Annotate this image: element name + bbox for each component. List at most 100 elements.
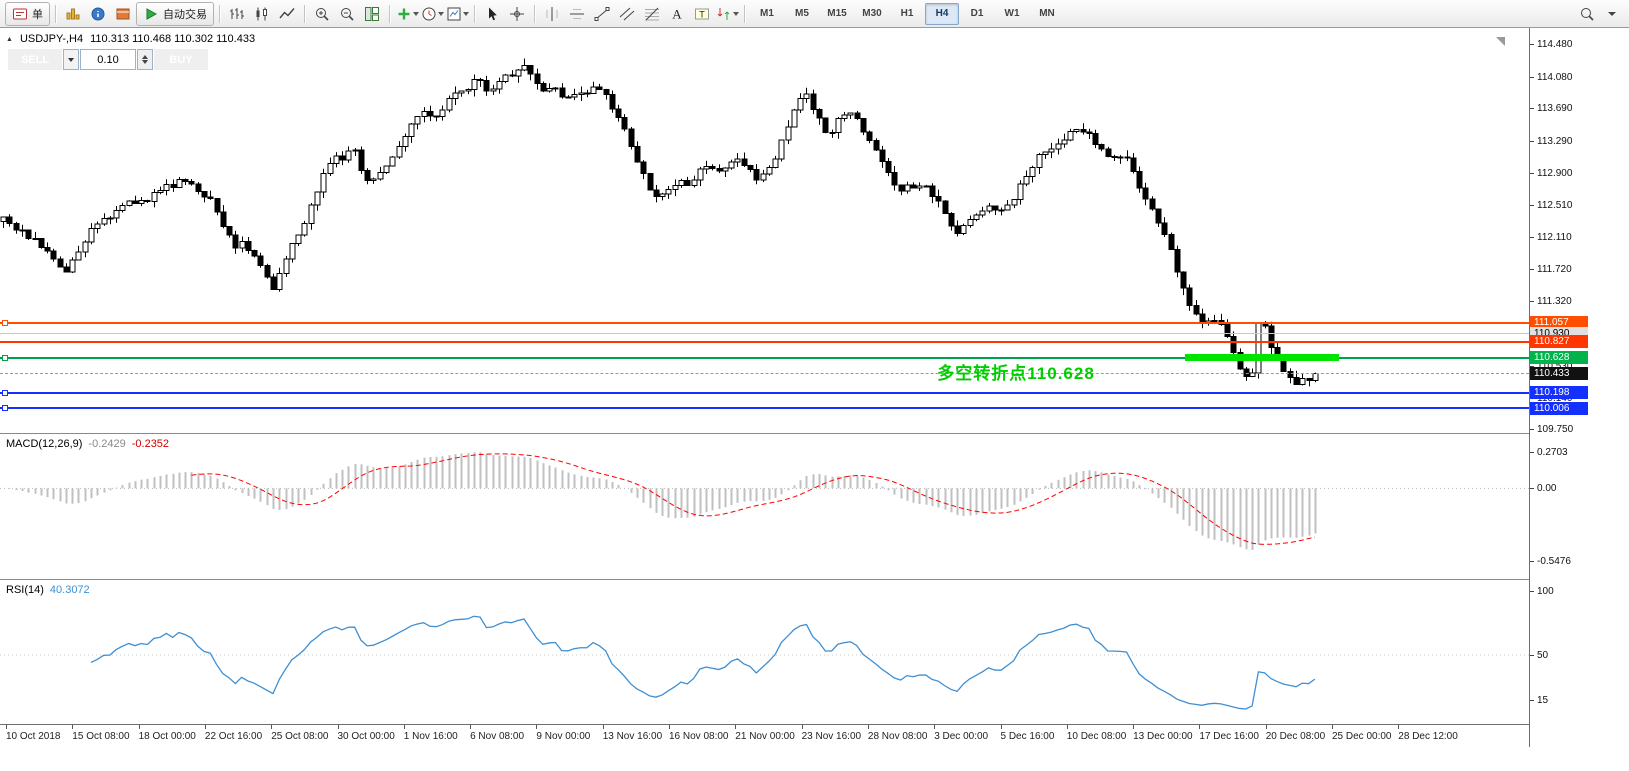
time-tick (1199, 725, 1201, 729)
time-label: 6 Nov 08:00 (470, 731, 525, 742)
price-tick-label: 112.900 (1537, 167, 1573, 179)
label-tool-icon[interactable]: T (690, 3, 714, 25)
price-tick-mark (1530, 108, 1534, 110)
time-label: 9 Nov 00:00 (536, 731, 591, 742)
trendline-icon[interactable] (590, 3, 614, 25)
vertical-line-icon[interactable] (540, 3, 564, 25)
timeframe-mn[interactable]: MN (1039, 8, 1055, 19)
price-label-box-110.827: 110.827 (1530, 335, 1588, 349)
svg-text:T: T (699, 9, 705, 19)
timeframe-d1[interactable]: D1 (970, 8, 984, 19)
horizontal-line-icon[interactable] (565, 3, 589, 25)
macd-indicator-panel[interactable]: MACD(12,26,9) -0.2429 -0.2352 (0, 435, 1529, 579)
buy-price-display[interactable]: 110. 45 3 (114, 72, 218, 108)
time-tick (1265, 725, 1267, 729)
timeframe-m15[interactable]: M15 (827, 8, 847, 19)
turning-point-annotation[interactable]: 多空转折点110.628 (937, 363, 1095, 383)
volume-spinner[interactable] (137, 49, 153, 70)
panel-separator[interactable] (0, 579, 1629, 581)
time-label: 10 Dec 08:00 (1066, 731, 1127, 742)
price-tick-label: 113.290 (1537, 135, 1573, 147)
horizontal-line-111.057[interactable] (0, 321, 1529, 324)
spinner-down-icon[interactable] (142, 60, 148, 67)
new-order-button[interactable]: 单 (5, 1, 50, 26)
line-handle-110.198[interactable] (2, 389, 8, 396)
line-handle-111.057[interactable] (2, 319, 8, 326)
zoom-in-icon[interactable] (310, 3, 334, 25)
arrows-tool-icon[interactable] (715, 3, 739, 25)
horizontal-line-110.628[interactable] (0, 356, 1529, 359)
indicators-icon[interactable] (395, 3, 419, 25)
line-handle-110.628[interactable] (2, 354, 8, 361)
time-label: 21 Nov 00:00 (735, 731, 795, 742)
sell-button[interactable]: SELL (8, 49, 62, 70)
zoom-out-icon[interactable] (335, 3, 359, 25)
price-tick-mark (1530, 365, 1534, 367)
horizontal-line-110.198[interactable] (0, 391, 1529, 394)
toolbar-options-icon[interactable] (1600, 3, 1624, 25)
spinner-up-icon[interactable] (142, 52, 148, 59)
price-label-box-111.057: 111.057 (1530, 316, 1588, 330)
text-tool-icon[interactable]: A (665, 3, 689, 25)
timeframe-m1[interactable]: M1 (760, 8, 774, 19)
candlestick-chart-icon[interactable] (250, 3, 274, 25)
price-axis[interactable]: 114.480 114.080 113.690 113.290 112.900 112.5… (1529, 28, 1629, 747)
time-axis[interactable]: 10 Oct 2018 15 Oct 08:00 18 Oct 00:00 22 Oc… (0, 725, 1529, 771)
templates-icon-caret-icon (462, 12, 469, 19)
scroll-to-end-marker[interactable] (1496, 37, 1505, 46)
periods-icon[interactable] (420, 3, 444, 25)
line-chart-icon[interactable] (275, 3, 299, 25)
time-label: 13 Dec 00:00 (1133, 731, 1193, 742)
time-label: 30 Oct 00:00 (337, 731, 395, 742)
chart-title-symbol: USDJPY-,H4 (19, 33, 84, 45)
sell-price-display[interactable]: 110. 43 3 (8, 72, 112, 108)
macd-tick-mark (1530, 452, 1534, 454)
horizontal-line-110.433[interactable] (0, 373, 1529, 375)
equidistant-channel-icon[interactable] (615, 3, 639, 25)
search-icon[interactable] (1575, 3, 1599, 25)
macd-tick-mark (1530, 488, 1534, 490)
volume-dropdown-button[interactable] (63, 49, 79, 70)
terminal-icon[interactable] (111, 3, 135, 25)
rsi-axis-label: 100 (1537, 586, 1554, 598)
timeframe-m5[interactable]: M5 (795, 8, 809, 19)
time-tick (204, 725, 206, 729)
cursor-icon[interactable] (480, 3, 504, 25)
volume-input[interactable] (80, 49, 136, 70)
rsi-name: RSI(14) (6, 584, 44, 596)
price-tick-mark (1530, 76, 1534, 78)
time-label: 5 Dec 16:00 (1000, 731, 1055, 742)
timeframe-m30[interactable]: M30 (862, 8, 882, 19)
crosshair-icon[interactable] (505, 3, 529, 25)
navigator-icon[interactable] (86, 3, 110, 25)
panel-separator[interactable] (0, 433, 1629, 435)
bar-chart-icon[interactable] (225, 3, 249, 25)
time-label: 16 Nov 08:00 (669, 731, 729, 742)
time-tick (934, 725, 936, 729)
line-handle-110.006[interactable] (2, 405, 8, 412)
price-tick-mark (1530, 301, 1534, 303)
timeframe-h4[interactable]: H4 (925, 2, 959, 25)
horizontal-line-110.930[interactable] (0, 332, 1529, 334)
time-label: 10 Oct 2018 (6, 731, 61, 742)
templates-icon[interactable] (445, 3, 469, 25)
buy-button[interactable]: BUY (154, 49, 208, 70)
time-tick (735, 725, 737, 729)
support-highlight-bar[interactable] (1184, 354, 1340, 362)
rsi-value: 40.3072 (49, 584, 90, 596)
timeframe-w1[interactable]: W1 (1004, 8, 1020, 19)
svg-text:A: A (672, 6, 682, 21)
timeframe-h1[interactable]: H1 (900, 8, 914, 19)
price-chart-surface[interactable]: ▲ USDJPY-,H4 110.313 110.468 110.302 110… (0, 29, 1529, 433)
horizontal-line-110.827[interactable] (0, 340, 1529, 343)
market-watch-icon[interactable] (61, 3, 85, 25)
macd-axis-label: -0.5476 (1537, 556, 1571, 568)
rsi-tick-mark (1530, 655, 1534, 657)
macd-main-value: -0.2429 (88, 438, 126, 450)
fibonacci-icon[interactable] (640, 3, 664, 25)
price-tick-mark (1530, 429, 1534, 431)
horizontal-line-110.006[interactable] (0, 407, 1529, 410)
tile-windows-icon[interactable] (360, 3, 384, 25)
rsi-indicator-panel[interactable]: RSI(14) 40.3072 (0, 581, 1529, 724)
autotrading-button[interactable]: 自动交易 (136, 1, 214, 26)
